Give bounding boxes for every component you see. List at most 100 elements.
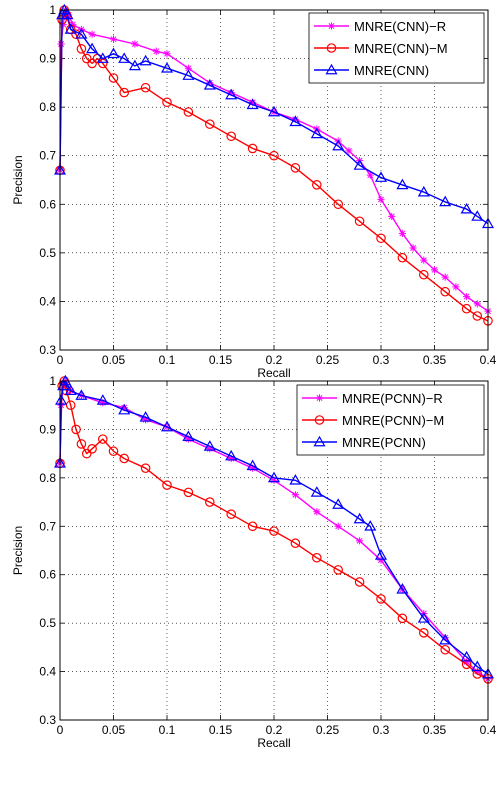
data-point <box>452 283 460 291</box>
data-point <box>290 538 301 549</box>
data-point <box>152 47 160 55</box>
data-point <box>333 565 343 575</box>
y-tick-label: 0.5 <box>39 246 56 260</box>
x-tick-label: 0.4 <box>480 723 497 737</box>
data-point <box>119 87 129 98</box>
data-point <box>332 139 345 151</box>
data-point <box>353 159 366 170</box>
data-point <box>108 73 119 83</box>
data-point <box>463 292 471 301</box>
data-point <box>441 273 449 281</box>
legend: MNRE(PCNN)−R MNRE(PCNN)−M MNRE(PCNN) <box>296 384 485 456</box>
x-tick-label: 0.35 <box>423 353 447 367</box>
data-point <box>58 3 71 15</box>
data-point <box>64 23 77 34</box>
data-point <box>267 105 281 117</box>
x-tick-label: 0.05 <box>102 353 126 367</box>
data-point <box>184 435 192 443</box>
series-line <box>59 9 489 322</box>
x-axis-label: Recall <box>257 366 290 380</box>
y-tick-label: 0.7 <box>39 149 56 163</box>
x-tick-label: 0 <box>57 353 64 367</box>
data-point <box>246 98 259 110</box>
data-point <box>439 195 452 207</box>
data-point <box>128 59 141 71</box>
legend-swatch-marker <box>313 435 326 447</box>
data-point <box>461 659 472 670</box>
data-point <box>109 35 118 43</box>
x-tick-label: 0.25 <box>316 353 340 367</box>
x-tick-label: 0.2 <box>266 353 283 367</box>
x-axis-label: Recall <box>257 736 290 750</box>
data-point <box>345 147 353 155</box>
series-2 <box>53 374 495 679</box>
data-point <box>334 522 342 530</box>
data-point <box>140 82 151 93</box>
data-point <box>249 98 257 106</box>
data-point <box>71 424 81 435</box>
y-tick-label: 0.6 <box>39 197 56 211</box>
x-tick-label: 0.25 <box>316 723 340 737</box>
data-point <box>472 311 483 321</box>
data-point <box>472 669 483 679</box>
data-point <box>160 62 174 73</box>
y-tick-label: 0.8 <box>39 100 56 114</box>
legend-swatch-marker <box>326 43 337 53</box>
y-tick-label: 0.3 <box>39 343 56 357</box>
x-tick-label: 0.05 <box>102 723 126 737</box>
data-point <box>440 286 450 297</box>
data-point <box>87 58 97 69</box>
data-point <box>356 537 364 545</box>
data-point <box>226 131 236 142</box>
data-point <box>310 127 323 139</box>
y-tick-label: 1 <box>49 3 56 17</box>
data-point <box>247 143 258 154</box>
legend-entry: MNRE(PCNN) <box>302 435 426 450</box>
data-point <box>289 474 302 485</box>
x-tick-label: 0.15 <box>209 353 233 367</box>
data-point <box>417 185 430 197</box>
y-tick-label: 0.7 <box>39 519 56 533</box>
data-point <box>64 11 73 19</box>
data-point <box>374 549 388 560</box>
data-point <box>310 486 323 497</box>
legend-entry: MNRE(PCNN)−R <box>302 391 443 406</box>
data-point <box>269 526 279 536</box>
series-2 <box>53 3 495 229</box>
x-tick-label: 0.1 <box>159 353 176 367</box>
data-point <box>473 667 481 676</box>
y-tick-label: 0.4 <box>39 665 56 679</box>
data-point <box>396 583 409 594</box>
data-point <box>75 389 88 400</box>
y-tick-label: 0.8 <box>39 471 56 485</box>
data-point <box>311 180 322 190</box>
legend-label: MNRE(PCNN) <box>342 435 426 450</box>
y-tick-label: 0.3 <box>39 713 56 727</box>
data-point <box>290 163 301 173</box>
legend-label: MNRE(PCNN)−M <box>342 413 444 428</box>
y-tick-label: 0.5 <box>39 616 56 630</box>
data-point <box>205 497 215 507</box>
data-point <box>313 508 321 516</box>
data-point <box>139 54 152 66</box>
data-point <box>206 445 214 453</box>
series-line <box>59 9 489 312</box>
data-point <box>118 403 131 415</box>
legend-swatch-marker <box>325 63 338 75</box>
data-point <box>61 8 74 20</box>
data-point <box>376 233 386 244</box>
legend-label: MNRE(CNN) <box>354 63 429 78</box>
y-tick-label: 1 <box>49 374 56 388</box>
data-point <box>311 552 322 563</box>
data-point <box>182 69 195 80</box>
data-point <box>417 612 430 623</box>
x-tick-label: 0.3 <box>373 353 390 367</box>
data-point <box>183 487 194 498</box>
data-point <box>460 202 473 214</box>
data-point <box>87 443 97 454</box>
data-point <box>430 266 439 274</box>
legend-label: MNRE(PCNN)−R <box>342 391 443 406</box>
y-tick-label: 0.9 <box>39 52 56 66</box>
y-tick-label: 0.9 <box>39 422 56 436</box>
